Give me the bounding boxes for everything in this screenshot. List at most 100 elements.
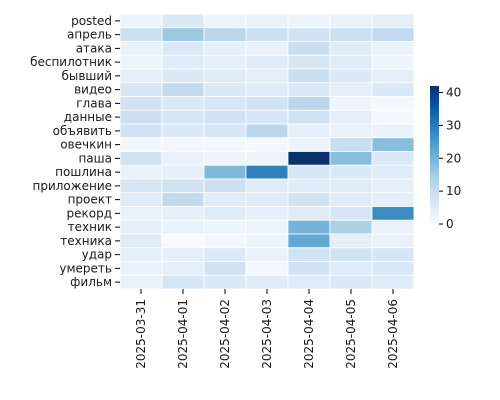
colorbar-gradient bbox=[430, 86, 439, 224]
heatmap-cell bbox=[371, 54, 415, 70]
heatmap-cell bbox=[119, 109, 163, 125]
heatmap-cell bbox=[371, 192, 415, 207]
heatmap-cell bbox=[203, 123, 247, 139]
heatmap-cell bbox=[161, 164, 205, 180]
heatmap-cell bbox=[203, 82, 247, 97]
y-tick-label: проект bbox=[68, 193, 112, 207]
heatmap-cell bbox=[119, 219, 163, 235]
heatmap-cell bbox=[245, 27, 289, 42]
heatmap-cell bbox=[203, 247, 247, 262]
heatmap-cell bbox=[245, 123, 289, 139]
heatmap-cell bbox=[287, 96, 331, 111]
heatmap-cell bbox=[329, 192, 373, 207]
heatmap-cell bbox=[161, 41, 205, 56]
heatmap-cell bbox=[161, 123, 205, 139]
heatmap-cell bbox=[329, 68, 373, 84]
heatmap-cell bbox=[119, 233, 163, 249]
colorbar-tick-label: 10 bbox=[446, 184, 461, 198]
y-tick-label: глава bbox=[76, 96, 112, 110]
heatmap-cell bbox=[161, 13, 205, 29]
heatmap-cell bbox=[203, 13, 247, 29]
y-tick-label: видео bbox=[74, 83, 112, 97]
heatmap-cell bbox=[161, 247, 205, 262]
heatmap-cell bbox=[245, 41, 289, 56]
heatmap-cell bbox=[119, 41, 163, 56]
heatmap-cell bbox=[119, 164, 163, 180]
heatmap-cell bbox=[287, 41, 331, 56]
heatmap-cell bbox=[119, 206, 163, 221]
heatmap-cell bbox=[329, 274, 373, 290]
heatmap-cell bbox=[119, 13, 163, 29]
y-tick-label: апрель bbox=[67, 28, 112, 42]
y-tick-label: удар bbox=[82, 248, 112, 262]
heatmap-cell bbox=[287, 233, 331, 249]
heatmap-cell bbox=[371, 206, 415, 221]
heatmap-cell bbox=[203, 68, 247, 84]
y-tick-label: рекорд bbox=[66, 206, 112, 220]
heatmap-cell bbox=[245, 96, 289, 111]
heatmap-cell bbox=[329, 82, 373, 97]
heatmap-cell bbox=[245, 164, 289, 180]
heatmap-cell bbox=[371, 13, 415, 29]
heatmap-cell bbox=[119, 27, 163, 42]
heatmap-cell bbox=[329, 164, 373, 180]
y-tick-label: овечкин bbox=[60, 138, 112, 152]
heatmap-cell bbox=[119, 192, 163, 207]
heatmap-cell bbox=[161, 274, 205, 290]
y-tick-label: пошлина bbox=[55, 165, 112, 179]
x-tick-label: 2025-04-06 bbox=[386, 299, 400, 369]
colorbar: 0 10 20 30 40 bbox=[430, 86, 461, 231]
heatmap-cell bbox=[329, 123, 373, 139]
heatmap-cell bbox=[119, 137, 163, 152]
heatmap-cell bbox=[371, 261, 415, 276]
heatmap-cell bbox=[287, 261, 331, 276]
y-tick-label: атака bbox=[76, 41, 112, 55]
heatmap-cell bbox=[371, 96, 415, 111]
heatmap-cell bbox=[329, 13, 373, 29]
heatmap-cell bbox=[371, 82, 415, 97]
heatmap-cell bbox=[119, 178, 163, 194]
heatmap-cell bbox=[329, 137, 373, 152]
heatmap-cell bbox=[161, 82, 205, 97]
heatmap-cell bbox=[287, 13, 331, 29]
heatmap-cell bbox=[287, 82, 331, 97]
y-tick-label: умереть bbox=[59, 261, 112, 275]
heatmap-cell bbox=[287, 192, 331, 207]
heatmap-cell bbox=[371, 274, 415, 290]
heatmap-cell bbox=[287, 27, 331, 42]
heatmap-cell bbox=[329, 96, 373, 111]
heatmap-cell bbox=[287, 219, 331, 235]
heatmap-cell bbox=[203, 233, 247, 249]
colorbar-tick-label: 20 bbox=[446, 151, 461, 165]
heatmap-cell bbox=[161, 54, 205, 70]
heatmap-cell bbox=[329, 206, 373, 221]
heatmap-cell bbox=[161, 192, 205, 207]
heatmap-cell bbox=[287, 178, 331, 194]
y-tick-label: объявить bbox=[53, 124, 112, 138]
heatmap-cell bbox=[161, 178, 205, 194]
y-tick-label: паша bbox=[78, 151, 112, 165]
heatmap-cell bbox=[329, 219, 373, 235]
heatmap-cell bbox=[329, 261, 373, 276]
heatmap-cell bbox=[203, 261, 247, 276]
heatmap-cell bbox=[203, 41, 247, 56]
heatmap-cells bbox=[119, 13, 415, 290]
heatmap-cell bbox=[245, 274, 289, 290]
heatmap-cell bbox=[203, 96, 247, 111]
heatmap-cell bbox=[161, 68, 205, 84]
x-tick-label: 2025-04-03 bbox=[260, 299, 274, 369]
heatmap-cell bbox=[161, 109, 205, 125]
heatmap-cell bbox=[161, 233, 205, 249]
heatmap-cell bbox=[287, 206, 331, 221]
x-tick-label: 2025-04-04 bbox=[302, 299, 316, 369]
heatmap-cell bbox=[371, 233, 415, 249]
heatmap-cell bbox=[329, 109, 373, 125]
heatmap-cell bbox=[119, 123, 163, 139]
heatmap-cell bbox=[287, 247, 331, 262]
y-tick-label: данные bbox=[64, 110, 112, 124]
heatmap-cell bbox=[161, 27, 205, 42]
heatmap-cell bbox=[203, 164, 247, 180]
heatmap-cell bbox=[245, 151, 289, 166]
heatmap-cell bbox=[119, 96, 163, 111]
